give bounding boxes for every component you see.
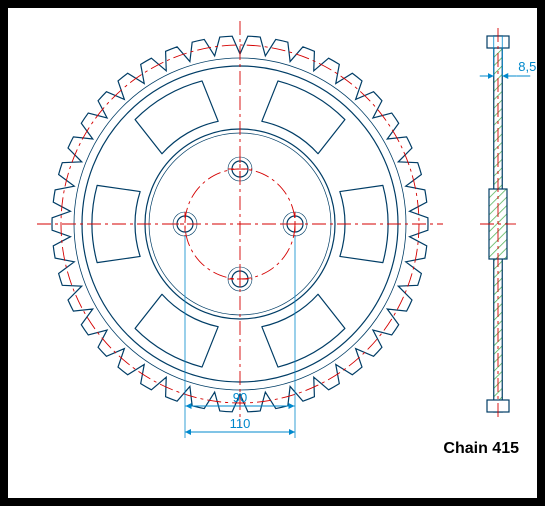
svg-text:90: 90 — [233, 390, 247, 405]
technical-drawing: 90 110 8,5 — [8, 8, 537, 498]
svg-text:110: 110 — [230, 416, 251, 431]
svg-text:8,5: 8,5 — [518, 59, 536, 74]
chain-label: Chain 415 — [443, 440, 519, 458]
drawing-frame: 90 110 8,5 Chain 415 — [0, 0, 545, 506]
